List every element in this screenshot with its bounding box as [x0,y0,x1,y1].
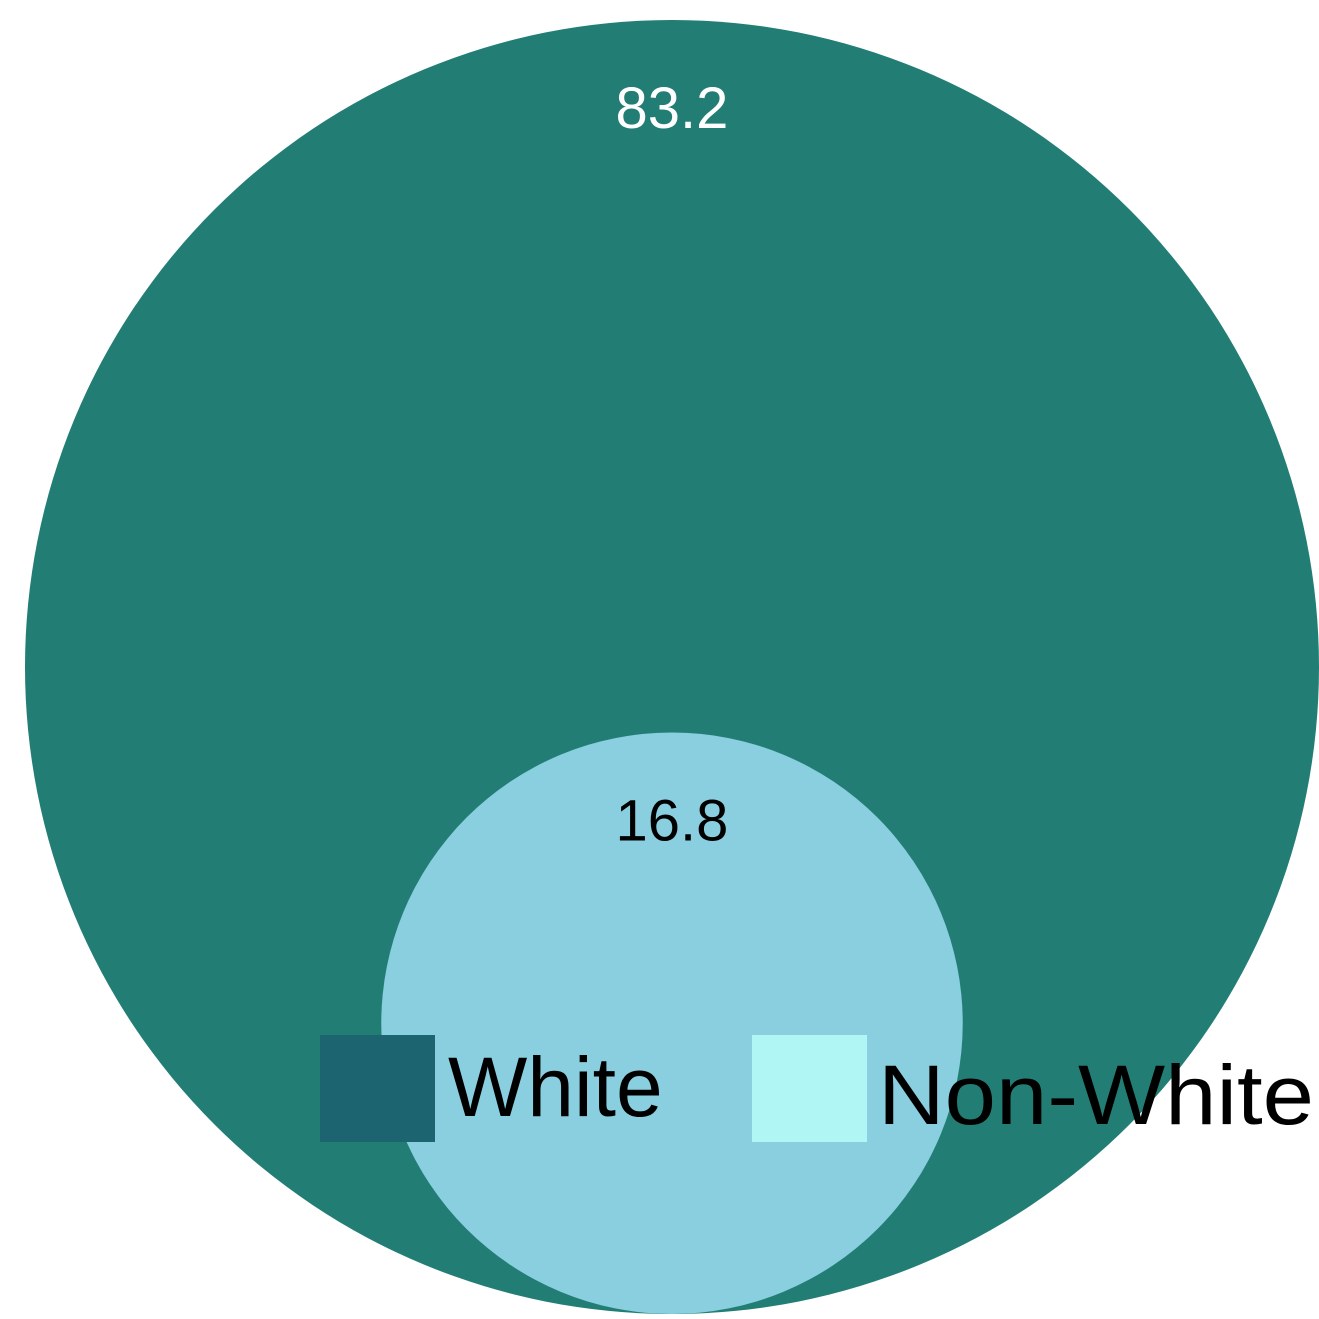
circles-group [25,20,1319,1314]
legend-swatch-non-white [752,1035,867,1142]
circle-non-white [381,732,963,1314]
value-label-non-white: 16.8 [616,789,729,854]
legend-label-white: White [448,1040,663,1134]
value-labels-group: 83.2 16.8 [616,76,729,854]
legend-label-non-white: Non-White [878,1048,1314,1142]
value-label-white: 83.2 [616,76,729,141]
legend-swatch-white [320,1035,435,1142]
circle-white [25,20,1319,1314]
legend: White Non-White [320,1035,1314,1142]
